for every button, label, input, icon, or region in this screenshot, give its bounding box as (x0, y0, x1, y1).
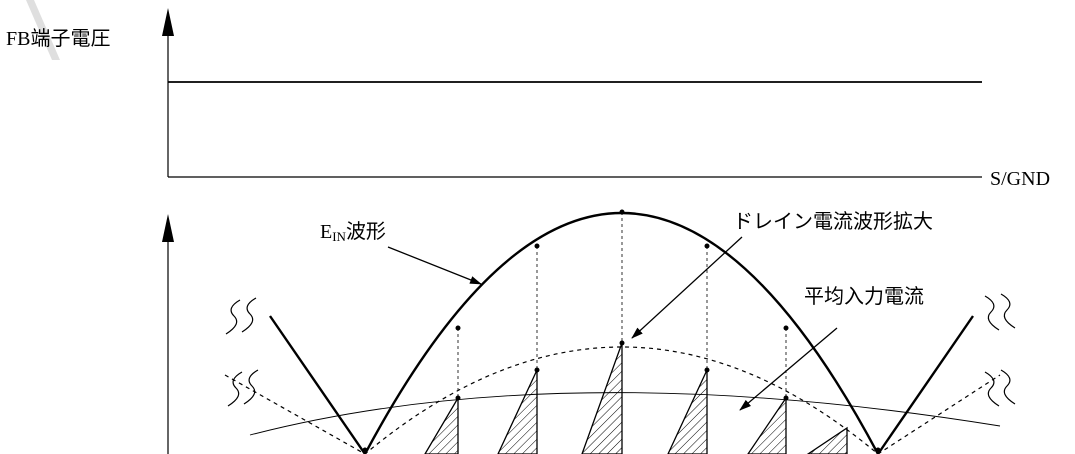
ein-waveform-label: EIN波形 (320, 220, 386, 244)
fb-voltage-graph: FB端子電圧 S/GND (6, 8, 1050, 190)
lower-graph: EIN波形 ドレイン電流波形拡大 平均入力電流 (162, 209, 1016, 454)
drain-pulse (667, 369, 708, 454)
drain-pulse (424, 395, 459, 454)
sample-dots (362, 209, 881, 453)
break-mark-right-upper (984, 293, 1016, 331)
annotation-arrows (387, 236, 838, 411)
drain-current-arrow (631, 236, 743, 339)
fb-voltage-label: FB端子電圧 (6, 27, 110, 50)
break-marks (225, 293, 1016, 407)
drain-pulse (497, 369, 538, 454)
drain-peak-envelope (224, 346, 1001, 454)
ein-subscript: IN (332, 229, 346, 244)
ein-main: E (320, 221, 332, 243)
drain-pulse (747, 395, 787, 454)
watermark-mark (26, 0, 60, 60)
ein-suffix: 波形 (346, 220, 386, 243)
ein-arrow (387, 246, 482, 285)
break-mark-right-lower (984, 369, 1016, 407)
avg-current-curve (249, 392, 1001, 436)
drain-pulse (806, 426, 848, 454)
break-mark-left-lower (227, 369, 259, 407)
drain-current-label: ドレイン電流波形拡大 (733, 210, 933, 233)
upper-y-axis-arrow (162, 8, 174, 36)
drain-pulse (581, 342, 623, 454)
lower-y-axis-arrow (162, 214, 174, 242)
avg-current-label: 平均入力電流 (804, 285, 924, 308)
avg-current-arrow (739, 327, 838, 411)
break-mark-left-upper (225, 297, 257, 335)
drain-current-pulses (424, 342, 848, 454)
ground-label: S/GND (990, 168, 1050, 190)
